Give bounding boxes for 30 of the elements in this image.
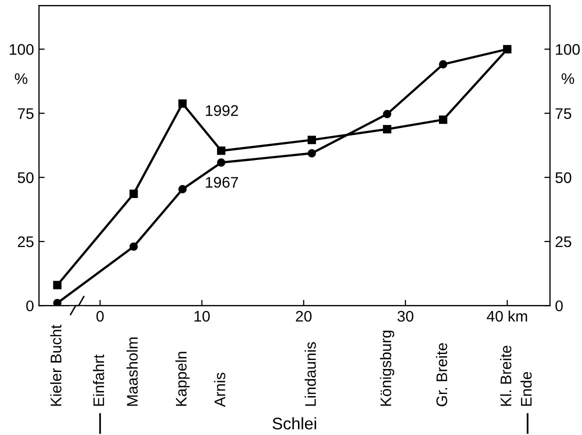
x-tick-label: 30 [398, 310, 414, 322]
text: Kappeln [175, 352, 190, 406]
y2-tick-label: 0 [555, 300, 563, 312]
series-label: 1992 [206, 105, 238, 116]
x-tick-label: 20 [296, 310, 312, 322]
text: Kl. Breite [500, 346, 512, 406]
y-tick-label: 75 [18, 108, 34, 119]
text: Königsburg [380, 330, 394, 406]
text: Kieler Bucht [50, 324, 62, 406]
y-tick-label: 100 [10, 44, 34, 55]
text: Arnis [214, 372, 226, 407]
text: Schlei [272, 417, 316, 430]
y-tick-label: 50 [18, 172, 34, 184]
text: Einfahrt [92, 354, 104, 406]
y2-tick-label: 100 [556, 44, 580, 55]
series-label: 1967 [206, 176, 238, 188]
y2-tick-label: 25 [556, 236, 572, 248]
text: Lindaunis [304, 342, 316, 406]
text: Gr. Breite [436, 343, 448, 406]
y-axis-title: % [14, 73, 28, 84]
x-tick-label: 10 [194, 310, 210, 322]
y-tick-label: 0 [26, 300, 34, 312]
x-tick-label: 0 [96, 310, 104, 322]
text: Maasholm [126, 338, 138, 406]
text: Ende [520, 372, 532, 406]
y2-axis-title: % [562, 73, 574, 84]
y-tick-label: 25 [18, 236, 34, 248]
x-tick-label: 40 km [486, 310, 528, 322]
y2-tick-label: 75 [556, 108, 572, 119]
y2-tick-label: 50 [555, 172, 572, 184]
